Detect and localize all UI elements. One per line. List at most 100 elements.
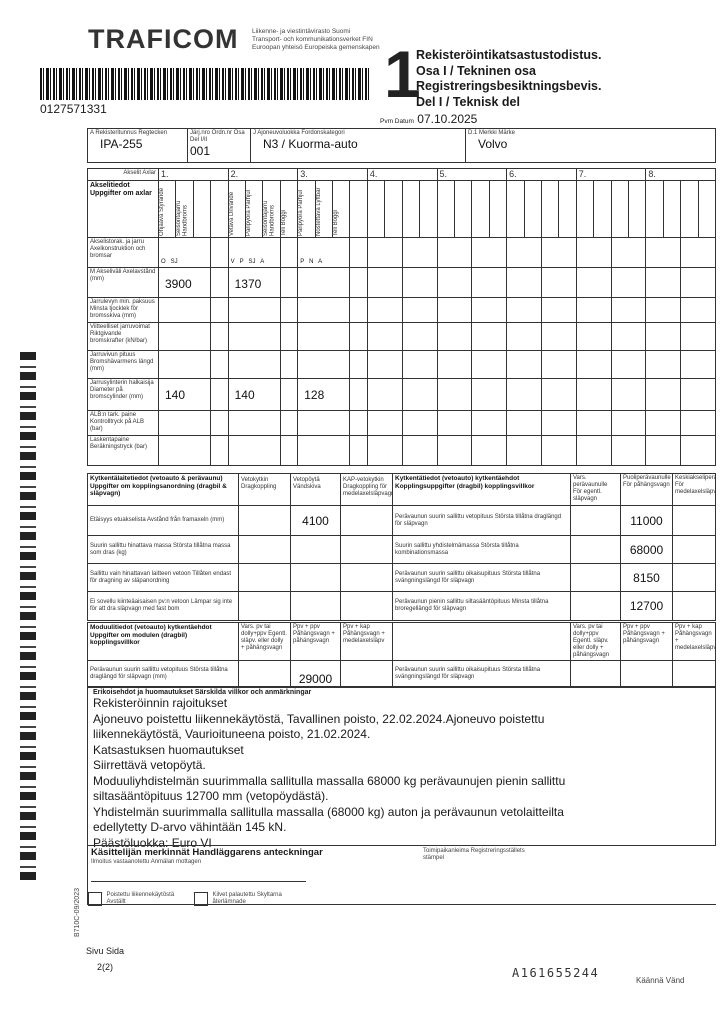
category-cell: J Ajoneuvoluokka Fordonskategori N3 / Kuo… <box>250 128 466 163</box>
axle-cell <box>506 410 542 436</box>
coupling-value: 4100 <box>302 513 329 528</box>
coupling-value-cell <box>340 535 393 564</box>
removed-checkbox[interactable] <box>88 891 102 906</box>
axle-sub-header: Vetävä Drivande <box>227 180 247 238</box>
axle-cell <box>540 267 577 298</box>
axle-cell <box>645 237 682 268</box>
axle-cell <box>157 322 211 351</box>
axle-cell <box>366 267 403 298</box>
sub-label: Seisontajarru Handbroms <box>263 200 276 236</box>
row-label: Etäisyys etuakselista Avstånd från frama… <box>87 505 239 536</box>
notice-label: Ilmoitus vastaanotettu Anmälan mottagen <box>91 859 202 865</box>
axle-sub-header <box>192 180 212 238</box>
axle-cell <box>645 435 682 466</box>
axle-row: ALB:n tark. paine Kontrolltryck på ALB (… <box>87 410 716 436</box>
axle-sub-header <box>384 180 403 238</box>
axle-cell <box>436 350 473 379</box>
axle-cell <box>349 435 368 466</box>
axle-cell <box>506 297 542 323</box>
row-label: Jarrulevyn min. paksuus Minsta tjocklek … <box>87 297 159 323</box>
axle-cell <box>680 322 716 351</box>
label: Järj.nro Ordn.nr Osa Del I/II <box>190 130 245 143</box>
axle-sub-header <box>436 180 455 238</box>
module-value-cell: 29000 <box>290 660 341 688</box>
axle-sub-header: Teli Boggi <box>332 180 351 238</box>
axle-row: Laskentapaine Beräkningstryck (bar) <box>87 435 716 466</box>
axle-cell <box>349 350 368 379</box>
axle-sub-header: Paripyörä Parhjul <box>297 180 316 238</box>
module-value-cell <box>570 660 621 688</box>
axle-cell <box>157 435 211 466</box>
axle-cell <box>680 435 716 466</box>
security-stripe <box>20 350 36 880</box>
axle-cell <box>610 267 647 298</box>
axle-cell <box>540 435 577 466</box>
axle-cell: P N A <box>297 237 350 268</box>
row-label: ALB:n tark. paine Kontrolltryck på ALB (… <box>87 410 159 436</box>
axle-label: Akselit Axlar <box>87 168 159 181</box>
module-title: Moduulitiedot (vetoauto) kytkentäehdot U… <box>87 622 239 661</box>
axle-cell <box>645 267 682 298</box>
axle-sub-header <box>210 180 229 238</box>
part-number: 001 <box>190 144 211 158</box>
axle-cell <box>610 435 647 466</box>
axle-sub-header <box>349 180 368 238</box>
title-line: Rekisteröintikatsastustodistus. <box>416 48 602 62</box>
coupling-value: 68000 <box>629 542 664 557</box>
row-label: Suurin sallittu yhdistelmämassa Största … <box>392 535 571 564</box>
barcode <box>40 68 370 100</box>
axle-cell <box>436 435 473 466</box>
axle-cell <box>436 410 473 436</box>
coupling-col-header: Vetopöytä Vändskiva <box>290 473 341 506</box>
coupling-value-cell <box>672 505 716 536</box>
axle-cell <box>575 350 612 379</box>
axle-cell <box>366 435 403 466</box>
module-right-col-header: Ppv + kap Påhängsvagn + medelaxelsläpv <box>672 622 716 661</box>
label: A Rekisteritunnus Regtecken <box>90 130 168 136</box>
axle-cell <box>506 435 542 466</box>
axle-cell <box>349 297 368 323</box>
axle-cell <box>436 297 473 323</box>
axle-cell <box>401 322 438 351</box>
axle-sub-header <box>575 180 595 238</box>
coupling-value-cell <box>672 563 716 592</box>
axle-cell <box>540 237 577 268</box>
axle-cell <box>645 350 682 379</box>
axle-cell <box>610 297 647 323</box>
axle-cell: 3900 <box>157 267 211 298</box>
axle-cell <box>610 410 647 436</box>
coupling-value-cell: 12700 <box>620 591 673 621</box>
coupling-value-cell <box>290 591 341 621</box>
axle-sub-header <box>523 180 542 238</box>
axle-cell <box>210 350 229 379</box>
remark-line: Rekisteröinnin rajoitukset <box>93 696 228 710</box>
sub-label: Ohjaava Styrande <box>159 187 165 236</box>
axle-cell <box>227 410 281 436</box>
axle-cell <box>349 378 368 411</box>
axle-value: 140 <box>165 388 186 402</box>
agency-line: Liikenne- ja viestintävirasto Suomi <box>252 28 351 35</box>
axle-cell <box>279 378 299 411</box>
axle-cell <box>210 435 229 466</box>
label: J Ajoneuvoluokka Fordonskategori <box>253 130 345 136</box>
row-label: Viitteelliset jarruvoimat Riktgivande br… <box>87 322 159 351</box>
axle-cell <box>540 297 577 323</box>
coupling-value-cell <box>570 563 621 592</box>
axle-value: 128 <box>304 388 325 402</box>
row-label: Laskentapaine Beräkningstryck (bar) <box>87 435 159 466</box>
axle-cell <box>680 350 716 379</box>
plates-returned-checkbox[interactable] <box>194 891 208 906</box>
axle-sub-header: Seisontajarru Handbroms <box>175 180 194 238</box>
agency-name: Liikenne- ja viestintävirasto Suomi Tran… <box>252 28 382 52</box>
axle-value: O SJ <box>161 259 178 265</box>
reg-number: IPA-255 <box>100 137 143 151</box>
axle-number: 2. <box>227 168 299 181</box>
axle-cell: V P SJ A <box>227 237 281 268</box>
coupling-value-cell <box>672 535 716 564</box>
row-label: Perävaunun suurin sallittu vetopituus St… <box>87 660 239 688</box>
sub-label: Teli Boggi <box>333 209 340 236</box>
axle-cell: 140 <box>157 378 211 411</box>
form-code: B710C-09/2023 <box>74 888 81 938</box>
axle-row: Jarrusylinterin halkaisija Diameter på b… <box>87 378 716 411</box>
axle-cell <box>401 237 438 268</box>
